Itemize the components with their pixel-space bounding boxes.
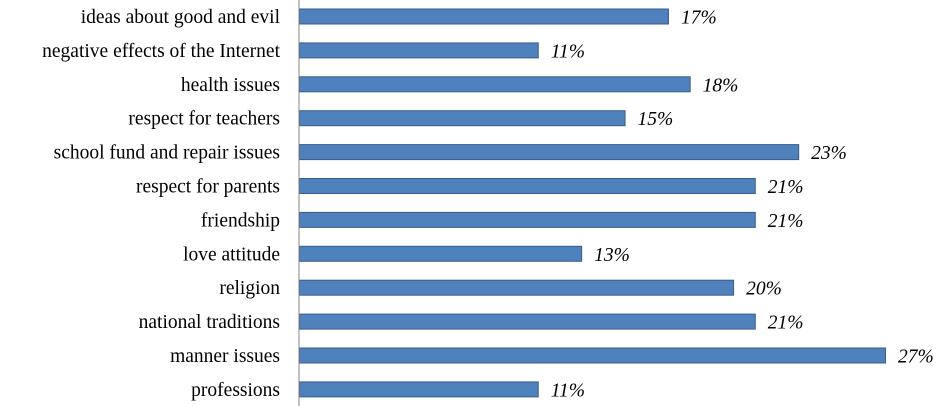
category-label: respect for parents bbox=[136, 177, 280, 198]
bar bbox=[299, 347, 886, 364]
category-label: friendship bbox=[201, 210, 280, 231]
data-label: 27% bbox=[898, 347, 934, 368]
data-label: 11% bbox=[551, 380, 585, 401]
bar bbox=[299, 211, 756, 228]
bar bbox=[299, 144, 800, 161]
category-label: professions bbox=[191, 380, 280, 401]
data-label: 21% bbox=[768, 177, 804, 198]
bar bbox=[299, 245, 583, 262]
data-label: 18% bbox=[703, 75, 739, 96]
category-label: school fund and repair issues bbox=[54, 143, 280, 164]
data-label: 20% bbox=[746, 279, 782, 300]
data-label: 21% bbox=[768, 211, 804, 232]
bar bbox=[299, 313, 756, 330]
bar bbox=[299, 381, 539, 398]
category-label: health issues bbox=[181, 75, 280, 96]
data-label: 13% bbox=[594, 245, 630, 266]
data-label: 21% bbox=[768, 313, 804, 334]
data-label: 23% bbox=[811, 143, 847, 164]
data-label: 17% bbox=[681, 8, 717, 29]
bar bbox=[299, 178, 756, 194]
bars-group: ideas about good and evil 17% negative eff… bbox=[42, 7, 934, 401]
bar bbox=[299, 279, 735, 296]
category-label: negative effects of the Internet bbox=[42, 41, 280, 62]
data-label: 11% bbox=[551, 41, 585, 62]
category-label: national traditions bbox=[139, 312, 280, 333]
bar bbox=[299, 42, 539, 59]
bar bbox=[299, 76, 691, 93]
category-label: respect for teachers bbox=[128, 109, 280, 130]
category-label: ideas about good and evil bbox=[81, 7, 281, 28]
data-label: 15% bbox=[638, 109, 674, 130]
bar bbox=[299, 110, 626, 127]
category-label: religion bbox=[219, 278, 280, 299]
category-label: manner issues bbox=[170, 346, 280, 367]
category-label: love attitude bbox=[183, 244, 280, 265]
bar bbox=[299, 8, 669, 25]
